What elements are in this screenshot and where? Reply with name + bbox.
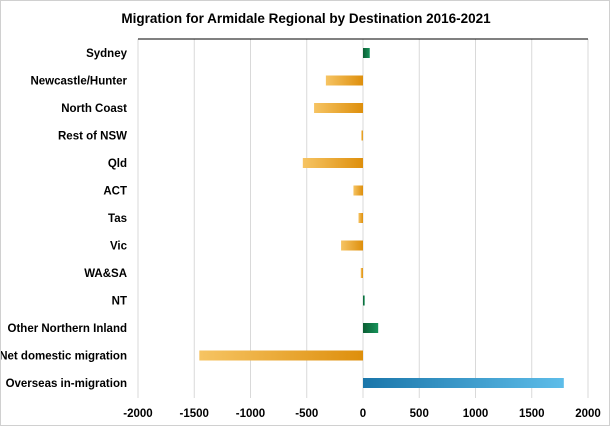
x-tick-label: 0 [360, 408, 366, 420]
x-tick-label: -1500 [180, 408, 209, 420]
bar-wa-sa [360, 268, 363, 278]
category-label: ACT [103, 186, 127, 198]
category-label: Other Northern Inland [8, 323, 127, 335]
category-label: Newcastle/Hunter [30, 76, 127, 88]
bar-vic [341, 240, 363, 251]
x-tick-label: 2000 [575, 408, 601, 420]
category-label: Sydney [86, 48, 128, 60]
x-tick-label: -1000 [236, 408, 265, 420]
bar-other-northern-inland [363, 323, 379, 333]
category-label: North Coast [61, 103, 127, 115]
bar-nt [363, 295, 365, 306]
category-label: NT [112, 296, 127, 308]
bar-act [353, 185, 363, 196]
bar-sydney [363, 48, 370, 58]
bar-qld [302, 158, 363, 168]
x-tick-label: -2000 [123, 408, 152, 420]
x-tick-label: 1500 [519, 408, 545, 420]
bar-rest-of-nsw [361, 130, 363, 141]
bar-north-coast [314, 103, 363, 113]
x-tick-label: 500 [410, 408, 429, 420]
category-label: Tas [108, 213, 127, 225]
category-label: Rest of NSW [58, 131, 127, 143]
x-tick-label: -500 [295, 408, 318, 420]
x-tick-label: 1000 [463, 408, 489, 420]
category-label: Net domestic migration [1, 351, 127, 363]
bar-newcastle-hunter [325, 75, 363, 86]
category-label: Qld [108, 158, 127, 170]
bar-net-domestic-migration [199, 350, 363, 361]
category-label: WA&SA [84, 268, 127, 280]
chart-title: Migration for Armidale Regional by Desti… [121, 11, 491, 26]
bar-overseas-in-migration [363, 378, 564, 388]
category-label: Overseas in-migration [6, 378, 127, 390]
bar-tas [358, 213, 363, 223]
category-label: Vic [110, 241, 128, 253]
